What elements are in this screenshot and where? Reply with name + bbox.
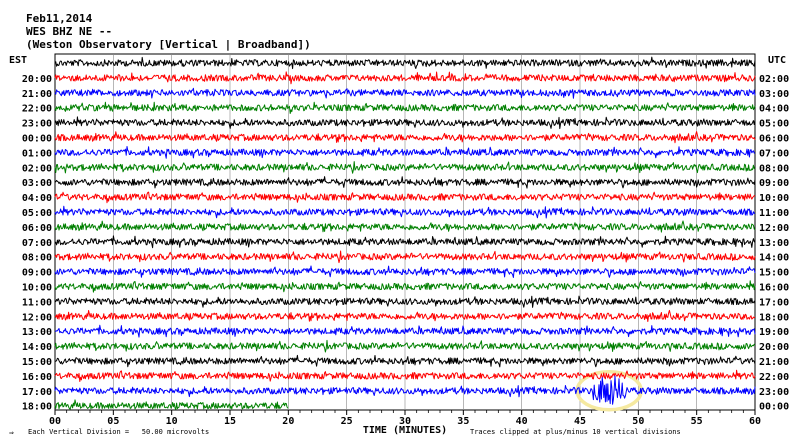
x-tick-label: 25 xyxy=(341,416,353,427)
footer-scale-note: Each Vertical Division = 50.00 microvolt… xyxy=(28,428,210,436)
utc-row-label: 03:00 xyxy=(759,89,789,100)
trace-row xyxy=(54,354,756,368)
utc-row-label: 15:00 xyxy=(759,268,789,279)
utc-row-label: 10:00 xyxy=(759,193,789,204)
footer-arrow-icon: ⇒ xyxy=(9,428,14,437)
utc-row-label: 08:00 xyxy=(759,163,789,174)
est-row-label: 09:00 xyxy=(22,268,52,279)
est-row-label: 16:00 xyxy=(22,372,52,383)
trace-row xyxy=(54,131,756,144)
axis-labels: 00 05 10 15 20 25 30 35 40 45 50 55 60 TIME (MINUTES)… xyxy=(22,74,789,436)
est-row-label: 08:00 xyxy=(22,253,52,264)
trace-row xyxy=(54,339,756,353)
utc-row-label: 04:00 xyxy=(759,104,789,115)
trace-top xyxy=(54,56,756,70)
x-tick-label: 60 xyxy=(749,416,761,427)
trace-row xyxy=(54,250,756,264)
est-row-label: 06:00 xyxy=(22,223,52,234)
utc-row-label: 14:00 xyxy=(759,253,789,264)
est-row-label: 14:00 xyxy=(22,342,52,353)
footer-clip-note: Traces clipped at plus/minus 10 vertical… xyxy=(470,428,681,436)
utc-row-label: 07:00 xyxy=(759,148,789,159)
header-date: Feb11,2014 xyxy=(26,12,93,25)
est-axis-label: EST xyxy=(9,55,28,66)
trace-row xyxy=(54,324,756,338)
trace-row xyxy=(54,399,289,410)
utc-row-label: 02:00 xyxy=(759,74,789,85)
traces xyxy=(54,56,756,412)
x-tick-label: 45 xyxy=(574,416,586,427)
est-row-label: 07:00 xyxy=(22,238,52,249)
x-tick-label: 15 xyxy=(224,416,236,427)
est-row-label: 03:00 xyxy=(22,178,52,189)
utc-row-label: 11:00 xyxy=(759,208,789,219)
trace-row xyxy=(54,161,756,174)
est-row-label: 21:00 xyxy=(22,89,52,100)
trace-row xyxy=(54,295,756,308)
est-row-label: 23:00 xyxy=(22,119,52,130)
utc-row-label: 22:00 xyxy=(759,372,789,383)
utc-row-label: 00:00 xyxy=(759,402,789,413)
est-row-label: 02:00 xyxy=(22,163,52,174)
header-observatory: (Weston Observatory [Vertical | Broadban… xyxy=(26,38,311,51)
utc-row-label: 12:00 xyxy=(759,223,789,234)
est-row-label: 22:00 xyxy=(22,104,52,115)
trace-row xyxy=(54,116,756,130)
trace-row xyxy=(54,369,756,382)
est-row-label: 13:00 xyxy=(22,327,52,338)
est-row-label: 12:00 xyxy=(22,312,52,323)
x-tick-label: 30 xyxy=(399,416,411,427)
utc-row-label: 16:00 xyxy=(759,283,789,294)
utc-row-label: 17:00 xyxy=(759,297,789,308)
x-axis-title: TIME (MINUTES) xyxy=(363,425,447,436)
trace-row xyxy=(54,71,756,85)
trace-row xyxy=(54,265,756,278)
trace-row xyxy=(54,220,756,233)
x-tick-label: 35 xyxy=(457,416,469,427)
trace-row xyxy=(54,176,756,189)
trace-row xyxy=(54,309,756,322)
utc-axis-label: UTC xyxy=(768,55,787,66)
trace-row xyxy=(54,375,756,405)
x-tick-label: 55 xyxy=(691,416,703,427)
utc-row-label: 13:00 xyxy=(759,238,789,249)
utc-row-label: 05:00 xyxy=(759,119,789,130)
x-tick-label: 00 xyxy=(49,416,61,427)
utc-row-label: 20:00 xyxy=(759,342,789,353)
utc-row-label: 19:00 xyxy=(759,327,789,338)
est-row-label: 15:00 xyxy=(22,357,52,368)
trace-row xyxy=(54,146,756,159)
est-row-label: 11:00 xyxy=(22,297,52,308)
x-tick-label: 40 xyxy=(516,416,528,427)
utc-row-label: 09:00 xyxy=(759,178,789,189)
est-row-label: 10:00 xyxy=(22,283,52,294)
est-row-label: 05:00 xyxy=(22,208,52,219)
est-row-label: 18:00 xyxy=(22,402,52,413)
trace-row xyxy=(54,235,756,249)
est-row-label: 20:00 xyxy=(22,74,52,85)
est-row-label: 01:00 xyxy=(22,148,52,159)
utc-row-label: 23:00 xyxy=(759,387,789,398)
est-row-label: 04:00 xyxy=(22,193,52,204)
est-row-label: 00:00 xyxy=(22,134,52,145)
header-station: WES BHZ NE -- xyxy=(26,25,113,38)
x-tick-label: 50 xyxy=(632,416,644,427)
trace-row xyxy=(54,87,756,99)
utc-row-label: 21:00 xyxy=(759,357,789,368)
grid-lines xyxy=(54,53,756,415)
trace-row xyxy=(54,205,756,219)
x-tick-label: 20 xyxy=(282,416,294,427)
utc-row-label: 06:00 xyxy=(759,134,789,145)
trace-row xyxy=(54,101,756,114)
x-tick-label: 05 xyxy=(107,416,119,427)
x-tick-label: 10 xyxy=(166,416,178,427)
est-row-label: 17:00 xyxy=(22,387,52,398)
utc-row-label: 18:00 xyxy=(759,312,789,323)
trace-row xyxy=(54,280,756,293)
trace-row xyxy=(54,191,756,204)
